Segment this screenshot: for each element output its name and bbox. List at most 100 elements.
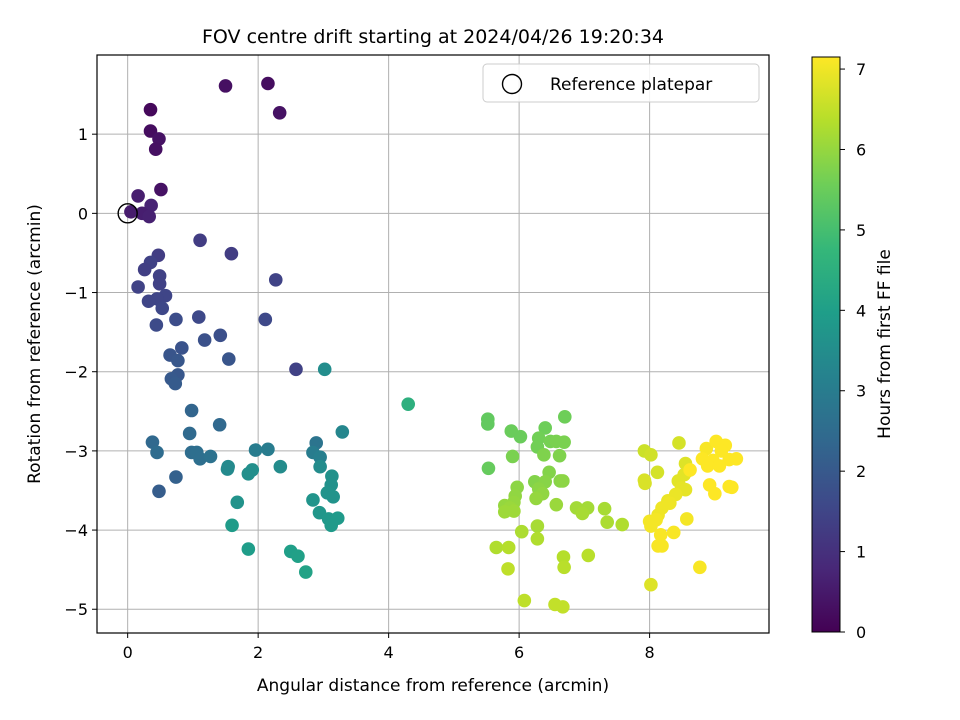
scatter-point: [552, 448, 567, 463]
scatter-point: [489, 540, 504, 555]
reference-marker: [117, 203, 138, 224]
scatter-point: [141, 294, 156, 309]
scatter-point: [241, 542, 256, 556]
scatter-point: [615, 517, 630, 532]
scatter-point: [708, 486, 722, 501]
scatter-point: [537, 448, 551, 462]
scatter-point: [557, 410, 572, 424]
scatter-point: [261, 76, 275, 91]
colorbar-tick-label: 5: [856, 221, 866, 240]
legend-label: Reference platepar: [550, 75, 712, 95]
colorbar-tick-label: 6: [856, 140, 866, 159]
scatter-point: [505, 449, 520, 464]
scatter-point: [653, 528, 668, 542]
scatter-point: [549, 497, 564, 512]
scatter-points: [124, 76, 744, 614]
scatter-point: [401, 397, 416, 411]
colorbar-tick-label: 4: [856, 301, 866, 320]
scatter-point: [700, 459, 715, 473]
colorbar-ticks: 0 1 2 3 4 5 6 7: [840, 60, 866, 642]
scatter-point: [291, 549, 305, 563]
scatter-point: [556, 550, 571, 564]
scatter-point: [225, 518, 239, 533]
scatter-point: [683, 463, 697, 477]
scatter-point: [672, 436, 686, 450]
scatter-point: [317, 362, 332, 377]
scatter-point: [481, 417, 495, 431]
colorbar-tick-label: 7: [856, 60, 866, 79]
colorbar-label: Hours from first FF file: [875, 249, 895, 439]
scatter-point: [714, 444, 729, 458]
y-axis-label: Rotation from reference (arcmin): [25, 204, 45, 484]
scatter-point: [149, 318, 164, 332]
scatter-point: [501, 562, 515, 576]
scatter-point: [261, 442, 275, 457]
plot-area: 0 2 4 6 810−1−2−3−4−5: [64, 54, 770, 662]
scatter-point: [218, 79, 233, 93]
scatter-point: [272, 106, 287, 120]
scatter-point: [258, 312, 273, 327]
scatter-point: [230, 495, 245, 510]
scatter-point: [143, 102, 158, 117]
scatter-point: [191, 310, 206, 324]
scatter-point: [182, 426, 197, 441]
scatter-point: [137, 262, 152, 277]
scatter-point: [530, 531, 545, 546]
axis-ticks: 0 2 4 6 810−1−2−3−4−5: [64, 125, 654, 662]
scatter-point: [529, 491, 543, 506]
scatter-point: [152, 484, 166, 499]
colorbar-tick-label: 1: [856, 543, 866, 562]
scatter-point: [131, 189, 145, 203]
scatter-point: [324, 518, 339, 533]
scatter-point: [169, 312, 183, 327]
scatter-point: [289, 362, 303, 377]
x-tick-label: 2: [253, 643, 263, 662]
scatter-point: [530, 519, 545, 533]
scatter-point: [171, 353, 185, 368]
scatter-point: [581, 548, 596, 563]
scatter-point: [193, 452, 207, 466]
colorbar-tick-label: 0: [856, 623, 866, 642]
scatter-point: [248, 443, 263, 457]
scatter-point: [124, 204, 138, 219]
scatter-point: [152, 132, 166, 146]
legend: Reference platepar: [482, 63, 760, 103]
scatter-point: [131, 280, 145, 294]
scatter-point: [298, 565, 313, 579]
y-tick-label: 1: [78, 125, 88, 144]
x-tick-label: 6: [514, 643, 524, 662]
scatter-point: [514, 524, 529, 539]
legend-box: [482, 63, 760, 103]
scatter-point: [725, 480, 739, 495]
scatter-point: [326, 490, 340, 504]
x-tick-label: 0: [123, 643, 133, 662]
scatter-point: [273, 459, 288, 474]
scatter-point: [203, 449, 218, 464]
scatter-point: [679, 512, 694, 526]
y-tick-label: −1: [64, 284, 88, 303]
scatter-point: [693, 560, 707, 575]
scatter-point: [600, 515, 614, 529]
scatter-point: [268, 273, 283, 287]
y-tick-label: −4: [64, 521, 88, 540]
scatter-point: [597, 501, 612, 516]
scatter-point: [335, 425, 350, 439]
scatter-point: [144, 198, 158, 213]
scatter-point: [644, 448, 658, 462]
scatter-point: [150, 445, 164, 460]
scatter-point: [313, 450, 327, 465]
scatter-point: [650, 465, 665, 480]
scatter-point: [497, 505, 512, 519]
colorbar-tick-label: 3: [856, 382, 866, 401]
scatter-point: [575, 506, 590, 521]
x-tick-label: 8: [645, 643, 655, 662]
scatter-point: [556, 474, 570, 488]
scatter-point: [481, 461, 496, 476]
scatter-point: [638, 476, 652, 491]
x-tick-label: 4: [384, 643, 394, 662]
scatter-point: [712, 459, 727, 473]
scatter-point: [313, 459, 327, 474]
y-tick-label: −3: [64, 442, 88, 461]
scatter-point: [197, 333, 212, 347]
